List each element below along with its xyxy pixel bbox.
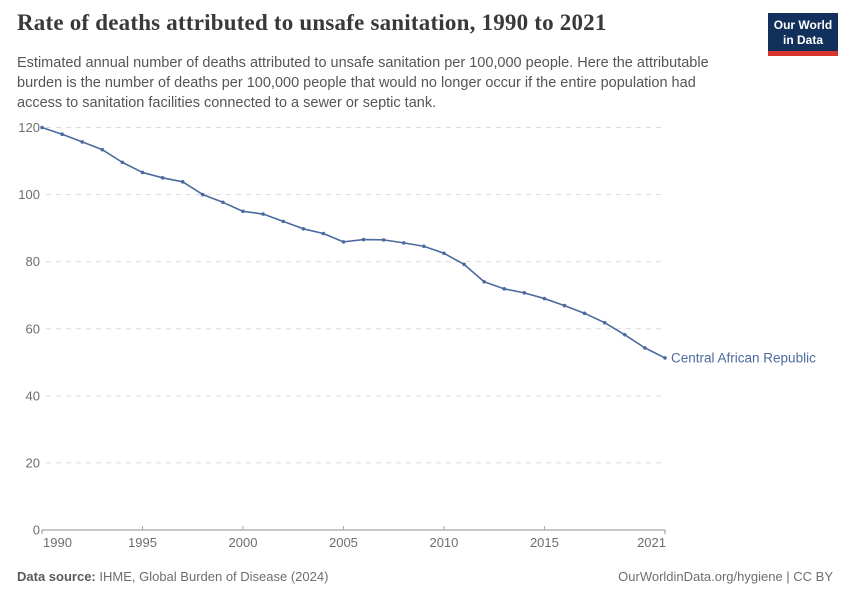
x-axis-tick-label-2021: 2021 (637, 535, 666, 550)
data-point-2018 (602, 320, 607, 325)
owid-logo-line2: in Data (782, 32, 823, 47)
y-axis-tick-label-40: 40 (26, 388, 40, 403)
y-axis-tick-label-80: 80 (26, 254, 40, 269)
data-point-2013 (502, 287, 507, 291)
data-point-2007 (381, 238, 386, 242)
data-point-2002 (281, 219, 285, 224)
y-axis-tick-label-20: 20 (26, 455, 40, 470)
data-point-1993 (100, 147, 105, 152)
data-point-2016 (562, 303, 567, 308)
series-label: Central African Republic (671, 350, 816, 365)
data-point-2021 (663, 356, 667, 360)
owid-logo: Our World in Data (768, 13, 838, 57)
data-point-2012 (482, 279, 486, 284)
data-point-2015 (542, 296, 547, 301)
x-axis-tick-label-2010: 2010 (429, 535, 458, 550)
data-source-label: Data source: (17, 569, 96, 584)
credit-link: OurWorldinData.org/hygiene | CC BY (618, 569, 833, 584)
data-point-2006 (361, 237, 366, 242)
x-axis-tick-label-2000: 2000 (229, 535, 258, 550)
chart-footer: Data source: IHME, Global Burden of Dise… (17, 569, 833, 584)
data-point-1998 (200, 192, 205, 197)
y-axis-tick-label-100: 100 (18, 187, 40, 202)
x-axis-tick-label-2015: 2015 (530, 535, 559, 550)
data-point-2010 (442, 251, 446, 256)
series-line (41, 126, 666, 359)
data-point-1994 (120, 160, 125, 165)
x-axis-tick-label-1995: 1995 (128, 535, 157, 550)
data-point-2000 (241, 209, 245, 214)
data-point-2011 (462, 262, 466, 267)
x-axis-tick-label-1990: 1990 (43, 535, 72, 550)
data-point-1991 (60, 132, 64, 137)
data-point-2019 (623, 332, 627, 337)
y-axis-tick-label-60: 60 (26, 321, 40, 336)
owid-logo-line1: Our World (773, 18, 833, 32)
chart-title: Rate of deaths attributed to unsafe sani… (17, 10, 607, 35)
data-point-1992 (80, 140, 84, 144)
data-source-value: IHME, Global Burden of Disease (2024) (99, 569, 329, 584)
data-point-2008 (401, 241, 406, 245)
data-source: Data source: IHME, Global Burden of Dise… (17, 569, 328, 584)
data-point-2017 (582, 311, 587, 316)
data-point-1995 (140, 170, 145, 175)
y-axis-tick-label-0: 0 (33, 523, 40, 538)
data-point-2004 (321, 231, 326, 236)
data-point-2003 (301, 226, 306, 231)
data-point-2020 (643, 346, 647, 350)
line-chart-canvas: 0 20 40 60 80 100 120 1990 1995 2000 2005 2010 2015 2… (18, 120, 816, 550)
x-axis-tick-label-2005: 2005 (329, 535, 358, 550)
chart-subtitle: Estimated annual number of deaths attrib… (17, 55, 709, 111)
data-point-2001 (261, 212, 265, 216)
data-point-1999 (221, 200, 225, 205)
data-point-1996 (160, 176, 165, 180)
y-axis-tick-label-120: 120 (18, 120, 40, 135)
data-point-1997 (180, 180, 185, 184)
data-point-2014 (522, 291, 527, 295)
data-point-2005 (341, 240, 346, 244)
data-point-1990 (40, 125, 44, 130)
data-point-2009 (422, 244, 426, 249)
